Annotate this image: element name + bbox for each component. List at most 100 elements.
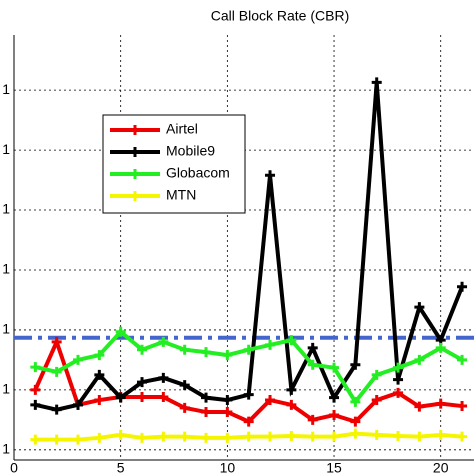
data-point bbox=[457, 354, 468, 365]
data-point bbox=[457, 281, 468, 292]
data-point bbox=[222, 350, 233, 361]
data-point bbox=[307, 359, 318, 370]
data-point bbox=[115, 429, 126, 440]
y-tick-label: 1 bbox=[2, 441, 10, 457]
data-point bbox=[158, 431, 169, 442]
x-tick-label: 5 bbox=[117, 460, 125, 474]
legend: Airtel Mobile9 Globacom MTN bbox=[102, 114, 246, 214]
data-point bbox=[307, 342, 318, 353]
data-point bbox=[265, 170, 276, 181]
data-point bbox=[286, 384, 297, 395]
data-point bbox=[393, 362, 404, 373]
data-point bbox=[30, 362, 41, 373]
data-point bbox=[222, 432, 233, 443]
chart-title: Call Block Rate (CBR) bbox=[211, 8, 349, 24]
data-point bbox=[179, 431, 190, 442]
data-point bbox=[265, 339, 276, 350]
data-point bbox=[94, 369, 105, 380]
data-point bbox=[371, 77, 382, 88]
data-point bbox=[243, 431, 254, 442]
x-tick-label: 10 bbox=[220, 460, 236, 474]
data-point bbox=[414, 354, 425, 365]
legend-label: MTN bbox=[166, 187, 196, 203]
data-point bbox=[243, 344, 254, 355]
data-point bbox=[243, 389, 254, 400]
data-point bbox=[457, 431, 468, 442]
data-point bbox=[265, 431, 276, 442]
data-point bbox=[137, 377, 148, 388]
data-point bbox=[179, 344, 190, 355]
data-point bbox=[350, 428, 361, 439]
legend-marker bbox=[130, 147, 140, 157]
y-tick-label: 1 bbox=[2, 201, 10, 217]
data-point bbox=[350, 359, 361, 370]
legend-marker bbox=[130, 125, 140, 135]
data-point bbox=[201, 392, 212, 403]
data-point bbox=[179, 402, 190, 413]
data-point bbox=[286, 431, 297, 442]
data-point bbox=[222, 407, 233, 418]
data-point bbox=[414, 431, 425, 442]
data-point bbox=[265, 395, 276, 406]
data-point bbox=[158, 392, 169, 403]
data-point bbox=[94, 432, 105, 443]
data-point bbox=[51, 336, 62, 347]
y-tick-label: 1 bbox=[2, 141, 10, 157]
data-point bbox=[73, 399, 84, 410]
data-point bbox=[94, 395, 105, 406]
data-point bbox=[222, 395, 233, 406]
data-point bbox=[457, 401, 468, 412]
data-point bbox=[286, 335, 297, 346]
data-point bbox=[435, 429, 446, 440]
data-point bbox=[51, 434, 62, 445]
data-point bbox=[286, 399, 297, 410]
data-point bbox=[307, 431, 318, 442]
y-tick-label: 1 bbox=[2, 381, 10, 397]
data-point bbox=[393, 431, 404, 442]
x-tick-label: 15 bbox=[326, 460, 342, 474]
data-point bbox=[329, 362, 340, 373]
x-tick-label: 20 bbox=[433, 460, 449, 474]
data-point bbox=[329, 392, 340, 403]
legend-label: Globacom bbox=[166, 165, 230, 181]
data-point bbox=[243, 416, 254, 427]
data-point bbox=[73, 354, 84, 365]
data-point bbox=[137, 392, 148, 403]
data-point bbox=[137, 344, 148, 355]
data-point bbox=[201, 432, 212, 443]
data-point bbox=[158, 336, 169, 347]
data-point bbox=[30, 384, 41, 395]
data-point bbox=[137, 432, 148, 443]
data-point bbox=[414, 401, 425, 412]
data-point bbox=[371, 369, 382, 380]
data-point bbox=[414, 302, 425, 313]
data-point bbox=[158, 372, 169, 383]
data-point bbox=[115, 326, 126, 337]
data-point bbox=[94, 350, 105, 361]
data-point bbox=[393, 387, 404, 398]
data-point bbox=[73, 434, 84, 445]
data-point bbox=[51, 404, 62, 415]
data-point bbox=[393, 374, 404, 385]
y-tick-label: 1 bbox=[2, 261, 10, 277]
data-point bbox=[371, 429, 382, 440]
data-point bbox=[329, 410, 340, 421]
data-point bbox=[201, 347, 212, 358]
x-tick-label: 0 bbox=[10, 460, 18, 474]
y-tick-label: 1 bbox=[2, 81, 10, 97]
data-point bbox=[435, 398, 446, 409]
legend-marker bbox=[130, 169, 140, 179]
data-point bbox=[329, 431, 340, 442]
legend-label: Mobile9 bbox=[166, 143, 215, 159]
data-point bbox=[350, 396, 361, 407]
data-point bbox=[435, 342, 446, 353]
data-point bbox=[30, 399, 41, 410]
data-point bbox=[307, 414, 318, 425]
legend-label: Airtel bbox=[166, 121, 198, 137]
data-point bbox=[179, 380, 190, 391]
data-point bbox=[115, 392, 126, 403]
data-point bbox=[371, 395, 382, 406]
y-tick-label: 1 bbox=[2, 321, 10, 337]
